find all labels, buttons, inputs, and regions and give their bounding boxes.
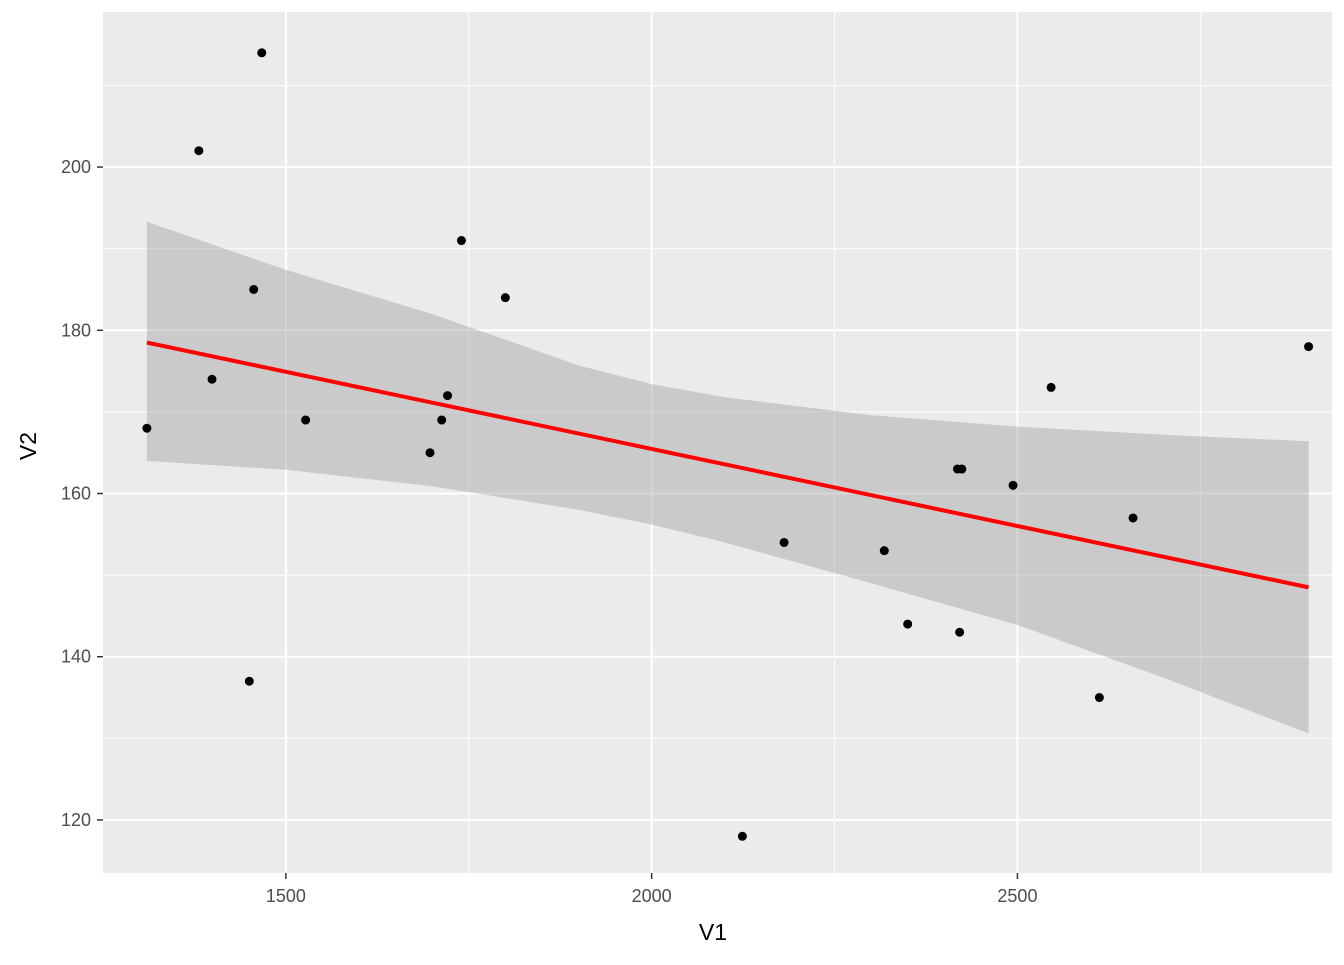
- data-point: [456, 236, 466, 246]
- x-tick-label: 2500: [997, 886, 1037, 906]
- data-point: [903, 619, 913, 629]
- data-point: [737, 831, 747, 841]
- y-tick-label: 200: [61, 157, 91, 177]
- data-point: [879, 546, 889, 556]
- data-point: [1128, 513, 1138, 523]
- x-tick-label: 1500: [266, 886, 306, 906]
- data-point: [1304, 342, 1314, 352]
- x-axis-ticks: 1500 2000 2500: [266, 873, 1037, 906]
- data-point: [425, 448, 435, 458]
- data-point: [957, 464, 967, 474]
- data-point: [779, 537, 789, 547]
- y-tick-label: 180: [61, 320, 91, 340]
- major-gridlines: [103, 12, 1332, 873]
- data-point: [437, 415, 447, 425]
- y-tick-label: 140: [61, 647, 91, 667]
- data-point: [207, 374, 217, 384]
- data-point: [500, 293, 510, 303]
- data-point: [1008, 480, 1018, 490]
- y-tick-label: 120: [61, 810, 91, 830]
- y-axis-title: V2: [15, 432, 41, 460]
- data-points: [142, 48, 1314, 841]
- data-point: [244, 676, 254, 686]
- data-point: [194, 146, 204, 156]
- regression-line: [146, 340, 1310, 590]
- plot-panel: [103, 12, 1332, 873]
- data-point: [301, 415, 311, 425]
- minor-gridlines: [103, 12, 1332, 873]
- confidence-band: [146, 221, 1309, 734]
- data-point: [1094, 693, 1104, 703]
- data-point: [249, 284, 259, 294]
- data-point: [142, 423, 152, 433]
- y-axis-ticks: 120 140 160 180 200: [61, 157, 103, 830]
- x-tick-label: 2000: [632, 886, 672, 906]
- data-point: [257, 48, 267, 58]
- y-tick-label: 160: [61, 484, 91, 504]
- data-point: [443, 391, 453, 401]
- data-point: [955, 627, 965, 637]
- data-point: [1046, 382, 1056, 392]
- x-axis-title: V1: [699, 919, 727, 945]
